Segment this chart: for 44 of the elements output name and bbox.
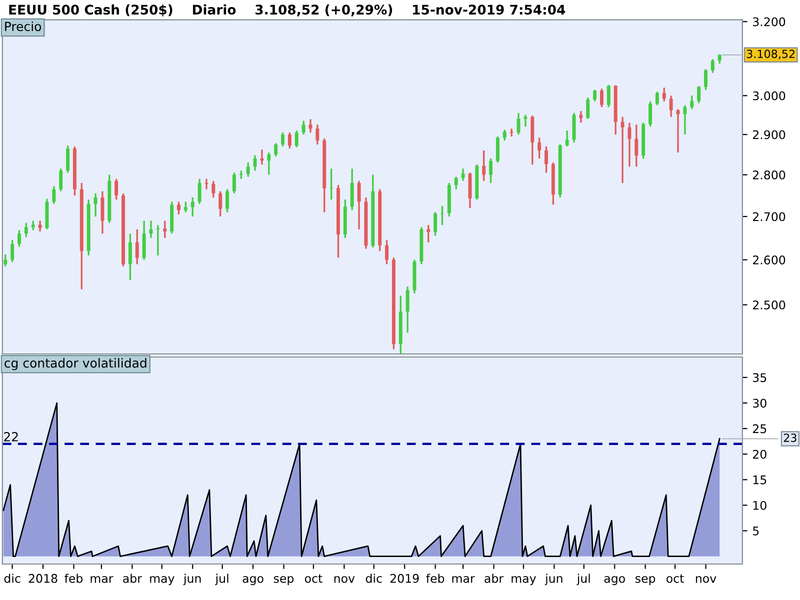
x-tick-label: nov <box>696 576 716 583</box>
x-tick-label: oct <box>666 574 684 583</box>
x-tick-label: jun <box>183 574 201 586</box>
x-tick-label: abr <box>123 574 142 583</box>
x-tick-label: nov <box>334 576 355 583</box>
chart-subtitle: Precio <box>5 21 42 32</box>
x-tick-label: abr <box>484 574 504 583</box>
y-tick-label: 3.200 <box>753 17 786 26</box>
y-tick-label: 2.500 <box>752 300 786 310</box>
x-tick-label: jul <box>215 574 228 586</box>
x-tick-label: jul <box>576 574 590 586</box>
x-tick-label: sep <box>274 576 294 586</box>
x-tick-label: feb <box>426 574 444 583</box>
x-tick-label: may <box>512 576 536 586</box>
annotation: 23 <box>784 434 796 442</box>
y-tick-label: 3.000 <box>753 91 786 100</box>
y-tick-label: 20 <box>752 450 766 459</box>
x-tick-label: ago <box>242 576 264 586</box>
y-tick-label: 25 <box>752 424 766 434</box>
x-tick-label: 2018 <box>28 574 58 583</box>
y-tick-label: 15 <box>753 476 766 484</box>
x-tick-label: jun <box>544 574 562 586</box>
y-tick-label: 2.700 <box>752 212 786 222</box>
y-tick-label: 2.600 <box>752 256 786 264</box>
chart-subtitle: cg contador volatilidad <box>4 358 146 370</box>
x-tick-label: mar <box>452 576 475 583</box>
x-tick-label: feb <box>64 574 83 583</box>
x-tick-label: sep <box>636 576 656 586</box>
x-tick-label: may <box>150 576 174 586</box>
x-tick-label: oct <box>304 574 322 583</box>
x-tick-label: 2019 <box>390 574 419 583</box>
x-tick-label: dic <box>366 574 382 583</box>
y-tick-label: 2.900 <box>752 130 786 140</box>
chart-title: EEUU 500 Cash (250$) Diario 3.108,52 (+0,29%) 15-nov-2019 7:54:04 <box>9 4 566 16</box>
y-tick-label: 5 <box>753 526 759 536</box>
x-tick-label: ago <box>604 576 625 586</box>
ref-line-label: 22 <box>4 432 18 442</box>
y-tick-label: 2.800 <box>752 170 786 180</box>
y-tick-label: 30 <box>753 398 766 408</box>
annotation: 3.108,52 <box>746 50 794 60</box>
y-tick-label: 35 <box>753 373 766 382</box>
x-tick-label: mar <box>90 576 114 583</box>
x-tick-label: dic <box>4 574 20 583</box>
y-tick-label: 10 <box>753 500 766 510</box>
